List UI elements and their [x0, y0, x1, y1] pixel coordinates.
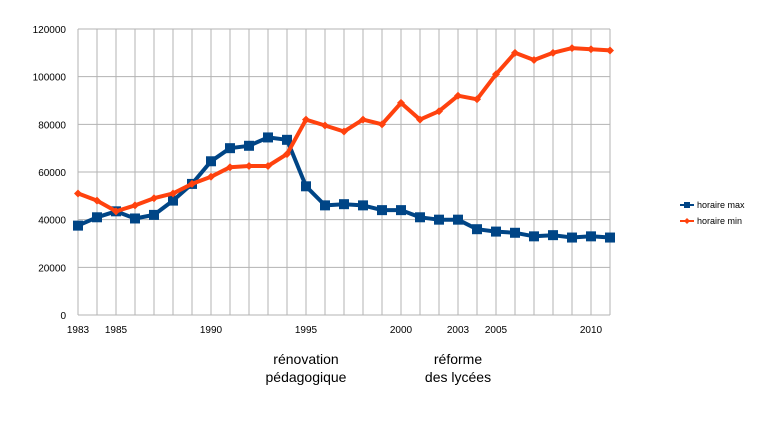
y-tick-label: 100000 — [33, 73, 67, 84]
legend-label: horaire min — [697, 216, 742, 226]
data-point-horaire-max — [225, 143, 235, 154]
x-tick-label: 2005 — [485, 325, 508, 336]
data-point-horaire-min — [207, 172, 215, 181]
data-point-horaire-min — [530, 55, 538, 64]
data-point-horaire-min — [568, 44, 576, 53]
data-point-horaire-min — [226, 163, 234, 172]
data-point-horaire-min — [606, 46, 614, 55]
legend-marker — [684, 202, 690, 208]
data-point-horaire-min — [340, 127, 348, 136]
data-point-horaire-max — [529, 231, 539, 242]
data-point-horaire-min — [511, 48, 519, 57]
annotation-text: pédagogique — [266, 369, 347, 385]
x-tick-label: 2000 — [390, 325, 413, 336]
data-point-horaire-min — [359, 115, 367, 124]
annotation-text: des lycées — [425, 369, 491, 385]
data-point-horaire-min — [74, 189, 82, 198]
data-point-horaire-min — [150, 194, 158, 203]
data-point-horaire-max — [567, 232, 577, 243]
x-tick-label: 2003 — [447, 325, 470, 336]
data-point-horaire-min — [302, 115, 310, 124]
x-tick-label: 1983 — [67, 325, 90, 336]
data-point-horaire-max — [168, 195, 178, 206]
x-tick-label: 1990 — [200, 325, 223, 336]
data-point-horaire-min — [93, 196, 101, 205]
data-point-horaire-min — [549, 48, 557, 57]
data-point-horaire-max — [301, 181, 311, 192]
data-point-horaire-max — [472, 224, 482, 235]
data-point-horaire-min — [378, 120, 386, 129]
x-tick-label: 1995 — [295, 325, 318, 336]
data-point-horaire-max — [510, 227, 520, 238]
data-point-horaire-max — [263, 132, 273, 143]
data-point-horaire-max — [149, 209, 159, 220]
data-point-horaire-max — [548, 230, 558, 241]
data-point-horaire-min — [169, 189, 177, 198]
legend-marker — [684, 218, 690, 224]
y-tick-label: 80000 — [38, 120, 66, 131]
annotation-text: rénovation — [273, 351, 338, 367]
legend-label: horaire max — [697, 200, 745, 210]
y-tick-label: 40000 — [38, 216, 66, 227]
data-point-horaire-max — [244, 140, 254, 151]
annotation-text: réforme — [434, 351, 482, 367]
data-point-horaire-min — [587, 45, 595, 54]
data-point-horaire-max — [130, 213, 140, 224]
data-point-horaire-max — [605, 232, 615, 243]
data-point-horaire-max — [73, 220, 83, 231]
data-point-horaire-min — [283, 150, 291, 159]
data-point-horaire-min — [416, 115, 424, 124]
data-point-horaire-min — [188, 179, 196, 188]
data-point-horaire-max — [92, 212, 102, 223]
data-point-horaire-min — [112, 207, 120, 216]
data-point-horaire-max — [282, 134, 292, 145]
data-point-horaire-min — [397, 98, 405, 107]
data-point-horaire-max — [320, 200, 330, 211]
data-point-horaire-min — [131, 201, 139, 210]
data-point-horaire-max — [491, 226, 501, 237]
data-point-horaire-min — [245, 162, 253, 171]
data-point-horaire-max — [339, 199, 349, 210]
data-point-horaire-max — [206, 156, 216, 167]
y-tick-label: 60000 — [38, 168, 66, 179]
x-tick-label: 2010 — [580, 325, 603, 336]
data-point-horaire-min — [321, 121, 329, 130]
data-point-horaire-min — [492, 70, 500, 79]
y-tick-label: 120000 — [33, 25, 67, 36]
data-point-horaire-min — [435, 107, 443, 116]
data-point-horaire-min — [473, 95, 481, 104]
y-tick-label: 0 — [60, 311, 66, 322]
data-point-horaire-max — [453, 214, 463, 225]
data-point-horaire-min — [264, 162, 272, 171]
data-point-horaire-max — [377, 205, 387, 216]
y-tick-label: 20000 — [38, 263, 66, 274]
data-point-horaire-max — [434, 214, 444, 225]
data-point-horaire-max — [586, 231, 596, 242]
data-point-horaire-max — [396, 205, 406, 216]
data-point-horaire-max — [358, 200, 368, 211]
data-point-horaire-min — [454, 91, 462, 100]
data-point-horaire-max — [415, 212, 425, 223]
x-tick-label: 1985 — [105, 325, 128, 336]
